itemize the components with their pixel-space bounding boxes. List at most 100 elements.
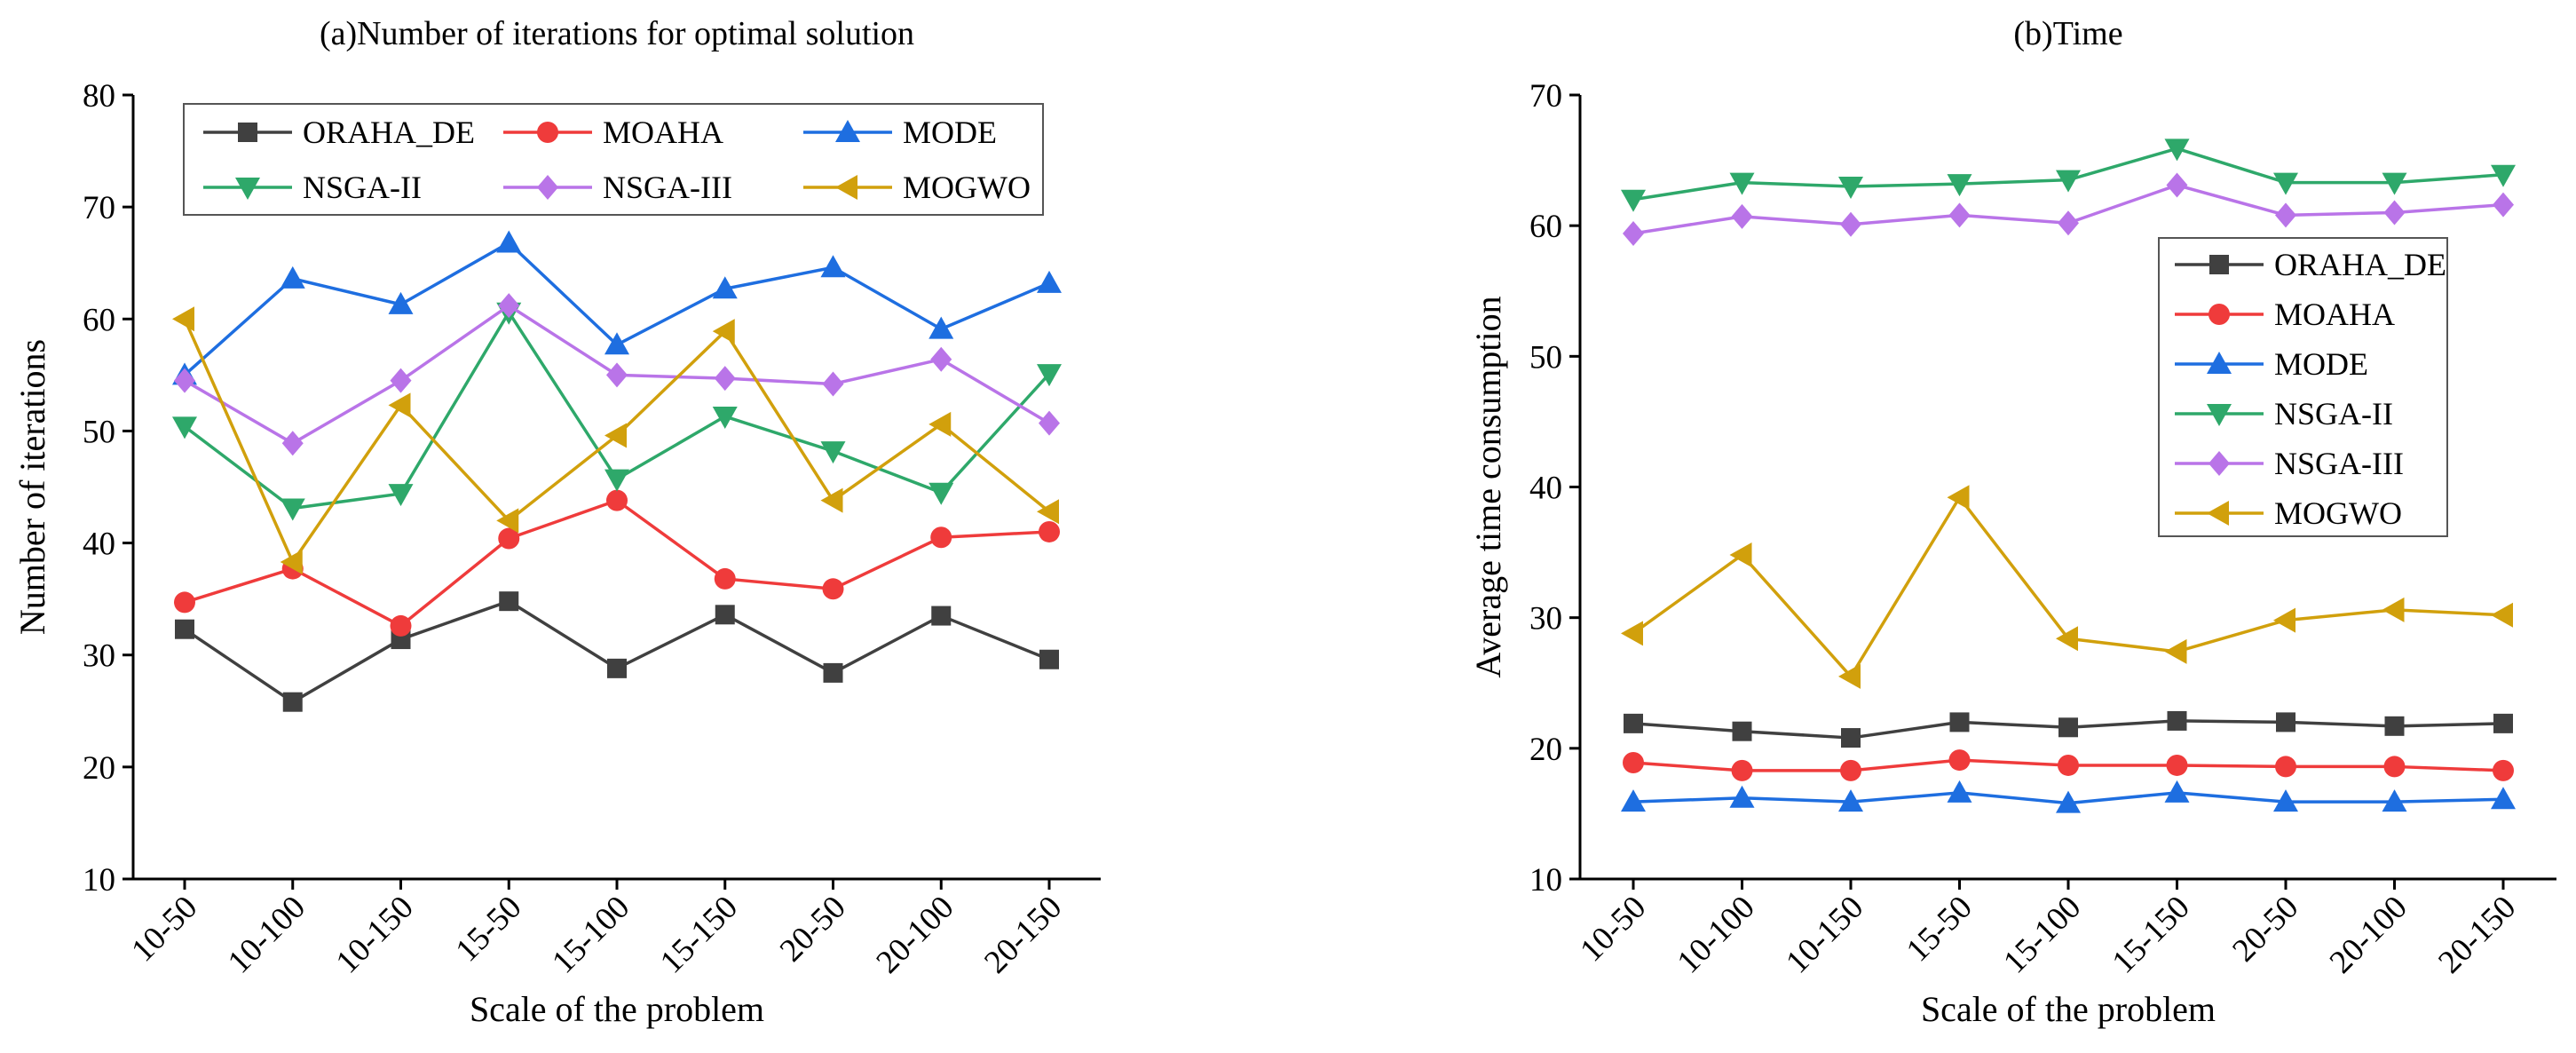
data-point xyxy=(2273,607,2295,633)
data-point xyxy=(1947,174,1972,197)
data-point xyxy=(604,332,629,355)
series-mogwo xyxy=(1621,485,2513,689)
data-point xyxy=(930,526,952,549)
series-mode xyxy=(1621,780,2516,813)
x-tick-label: 20-150 xyxy=(2431,889,2523,980)
data-point xyxy=(2383,756,2406,778)
legend-marker xyxy=(2207,501,2229,526)
chart-title: (b)Time xyxy=(2013,15,2122,52)
legend-item: MOGWO xyxy=(803,170,1031,205)
data-point xyxy=(2275,202,2296,228)
data-point xyxy=(172,306,194,332)
data-point xyxy=(1731,203,1753,229)
data-point xyxy=(281,431,304,456)
data-point xyxy=(498,293,520,319)
data-point xyxy=(1732,721,1752,741)
series-line xyxy=(184,599,1050,704)
y-tick-label: 40 xyxy=(1529,471,1562,507)
data-point xyxy=(2384,716,2405,736)
data-point xyxy=(930,346,952,372)
data-point xyxy=(2166,172,2188,198)
y-axis-title: Average time consumption xyxy=(1468,296,1508,677)
legend-label: MOAHA xyxy=(603,115,723,150)
legend-box xyxy=(183,103,1044,216)
y-axis-title: Number of iterations xyxy=(12,339,52,635)
y-tick-label: 10 xyxy=(1529,862,1562,899)
data-point xyxy=(604,469,629,492)
x-tick-label: 15-50 xyxy=(449,889,529,969)
data-point xyxy=(1039,520,1060,542)
legend-item: MOAHA xyxy=(2175,297,2395,332)
y-tick-label: 60 xyxy=(83,302,115,338)
legend-item: MODE xyxy=(803,115,997,150)
data-point xyxy=(823,662,843,683)
x-tick-label: 20-100 xyxy=(869,889,960,980)
legend-label: MOGWO xyxy=(903,170,1031,205)
x-tick-label: 15-150 xyxy=(2106,889,2197,980)
data-point xyxy=(2491,602,2513,628)
data-point xyxy=(2383,200,2406,226)
data-point xyxy=(1621,789,1646,812)
data-point xyxy=(604,423,627,448)
y-tick-label: 70 xyxy=(1529,78,1562,115)
data-point xyxy=(1731,759,1753,781)
legend-item: NSGA-II xyxy=(203,170,422,205)
data-point xyxy=(2058,717,2078,738)
legend: ORAHA_DE MOAHA MODE NSGA-II NSGA-III MOGWO xyxy=(183,103,1044,216)
data-point xyxy=(606,362,628,388)
x-tick-label: 15-100 xyxy=(545,889,636,980)
data-point xyxy=(1621,621,1643,646)
legend-marker xyxy=(238,123,257,142)
legend-marker xyxy=(2207,404,2232,426)
data-point xyxy=(2491,164,2516,187)
data-point xyxy=(712,407,738,430)
series-oraha-de xyxy=(1624,710,2513,748)
data-point xyxy=(714,567,736,590)
data-point xyxy=(390,368,412,393)
x-tick-label: 10-100 xyxy=(221,889,312,980)
data-point xyxy=(498,527,520,550)
legend-item: NSGA-III xyxy=(2175,446,2404,481)
legend-marker xyxy=(2209,304,2230,325)
data-point xyxy=(712,319,735,344)
data-point xyxy=(282,692,303,712)
data-point xyxy=(2058,210,2079,236)
data-point xyxy=(1838,177,1863,200)
data-point xyxy=(1947,780,1972,803)
legend-label: NSGA-III xyxy=(2274,446,2404,481)
y-tick-label: 20 xyxy=(1529,732,1562,768)
legend-item: ORAHA_DE xyxy=(203,115,475,150)
x-tick-label: 10-150 xyxy=(329,889,421,980)
y-tick-label: 30 xyxy=(83,638,115,675)
data-point xyxy=(2166,754,2188,776)
data-point xyxy=(715,605,735,625)
data-point xyxy=(496,230,522,253)
data-point xyxy=(931,606,952,626)
data-point xyxy=(2164,638,2187,664)
y-tick-label: 80 xyxy=(83,78,115,115)
y-tick-label: 30 xyxy=(1529,601,1562,637)
y-tick-label: 60 xyxy=(1529,209,1562,245)
series-mode xyxy=(172,230,1062,385)
data-point xyxy=(174,368,195,393)
data-point xyxy=(820,255,846,278)
data-point xyxy=(280,498,305,521)
x-tick-label: 15-150 xyxy=(653,889,745,980)
data-point xyxy=(1947,485,1970,511)
data-point xyxy=(2493,192,2514,218)
data-point xyxy=(1039,649,1059,669)
x-tick-label: 10-50 xyxy=(1573,889,1653,969)
x-tick-label: 15-100 xyxy=(1996,889,2088,980)
series-mogwo xyxy=(172,306,1059,575)
data-point xyxy=(496,508,519,534)
data-point xyxy=(1623,220,1644,246)
x-tick-label: 10-50 xyxy=(124,889,204,969)
data-point xyxy=(2056,626,2078,652)
legend-item: NSGA-II xyxy=(2175,396,2393,431)
data-point xyxy=(2382,172,2407,195)
data-point xyxy=(280,265,305,289)
x-axis-title: Scale of the problem xyxy=(1921,989,2216,1029)
legend-item: MOGWO xyxy=(2175,495,2402,531)
data-point xyxy=(2273,172,2298,195)
data-point xyxy=(2273,789,2298,812)
